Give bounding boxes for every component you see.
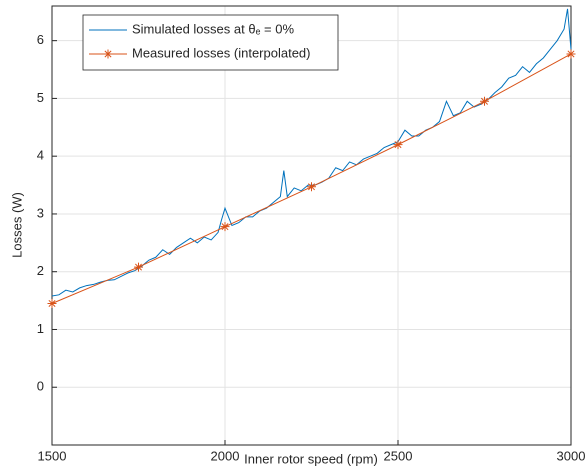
x-tick-label: 2500 — [384, 448, 413, 463]
legend-box — [82, 14, 339, 71]
series-line — [51, 53, 572, 304]
legend-marker — [103, 49, 113, 59]
x-axis-label: Inner rotor speed (rpm) — [244, 451, 378, 466]
marker — [480, 96, 489, 106]
y-tick-label: 4 — [37, 148, 44, 163]
y-tick-label: 6 — [37, 32, 44, 47]
marker — [220, 222, 230, 232]
marker — [47, 298, 57, 308]
x-tick-label: 1500 — [38, 448, 67, 463]
marker — [393, 140, 403, 150]
y-tick-label: 1 — [37, 321, 44, 336]
y-tick-label: 5 — [37, 90, 44, 105]
plot-frame — [51, 5, 572, 446]
y-tick-label: 3 — [37, 205, 44, 220]
marker — [134, 262, 143, 272]
y-tick-label: 0 — [37, 379, 44, 394]
marker — [566, 49, 576, 59]
legend-label: Simulated losses at θₑ = 0% — [132, 21, 294, 36]
y-tick-label: 2 — [37, 263, 44, 278]
y-axis-label: Losses (W) — [9, 192, 24, 258]
x-tick-label: 2000 — [211, 448, 240, 463]
legend-label: Measured losses (interpolated) — [132, 45, 310, 60]
marker — [307, 182, 316, 192]
x-tick-label: 3000 — [557, 448, 586, 463]
